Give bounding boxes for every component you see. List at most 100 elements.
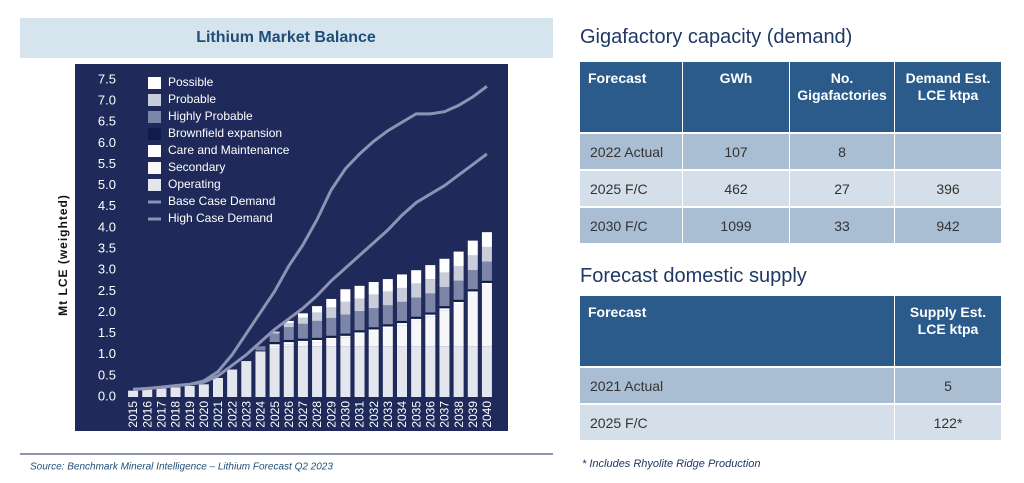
bar-segment [255, 352, 266, 397]
table-cell: 2030 F/C [580, 208, 683, 245]
bar-segment [453, 265, 464, 281]
header-cell: Demand Est. LCE ktpa [895, 62, 1002, 134]
x-tick-label: 2033 [381, 401, 395, 428]
legend-label: Secondary [168, 160, 225, 174]
x-tick-label: 2040 [480, 401, 494, 428]
bar-segment [156, 388, 167, 397]
bar-segment [481, 284, 492, 347]
bar-segment [397, 287, 407, 302]
bar-segment [425, 312, 436, 315]
bar-segment [198, 384, 209, 397]
y-tick-label: 4.5 [98, 198, 116, 213]
table-cell: 1099 [683, 208, 790, 245]
bar-segment [340, 333, 351, 336]
bar-segment [326, 337, 337, 340]
legend-label: Brownfield expansion [168, 126, 282, 140]
bar-segment [326, 317, 337, 336]
table-row: 2021 Actual 5 [580, 368, 1002, 405]
y-tick-label: 1.0 [98, 346, 116, 361]
bar-segment [312, 342, 323, 347]
bar-segment [425, 314, 436, 317]
bar-segment [425, 265, 436, 280]
bar-segment [255, 350, 266, 352]
legend-swatch [148, 128, 161, 140]
header-cell: GWh [683, 62, 790, 134]
bar-segment [340, 314, 351, 334]
table: Forecast GWh No. Gigafactories Demand Est. … [580, 62, 1002, 245]
y-tick-label: 6.5 [98, 114, 116, 129]
legend-label: Care and Maintenance [168, 143, 290, 157]
bar-segment [269, 342, 280, 345]
bar-segment [425, 279, 436, 294]
bar-segment [382, 305, 393, 325]
legend-swatch [148, 111, 161, 123]
bar-segment [326, 346, 337, 397]
bar-segment [425, 293, 436, 313]
bar-segment [467, 289, 478, 292]
y-tick-label: 2.5 [98, 283, 116, 298]
y-tick-label: 7.0 [98, 93, 116, 108]
bar-segment [128, 390, 139, 397]
bar-segment [467, 293, 478, 347]
bar-segment [283, 342, 294, 345]
bar-segment [326, 339, 337, 347]
x-tick-label: 2034 [395, 401, 409, 428]
bar-segment [340, 335, 351, 338]
bar-segment [326, 298, 337, 308]
bar-segment [241, 361, 252, 397]
bar-segment [397, 320, 407, 324]
table-cell: 2025 F/C [580, 405, 895, 442]
x-tick-label: 2020 [197, 401, 211, 428]
bar-segment [368, 282, 379, 295]
legend-swatch [148, 145, 161, 157]
bar-segment [411, 283, 422, 298]
bar-segment [481, 280, 492, 283]
bar-segment [297, 338, 308, 341]
header-cell: Forecast [580, 62, 683, 134]
bar-segment [354, 334, 365, 347]
table-cell: 2025 F/C [580, 171, 683, 208]
bar-segment [439, 308, 450, 311]
bar-segment [283, 323, 294, 328]
legend-swatch [148, 179, 161, 191]
y-tick-label: 3.5 [98, 241, 116, 256]
bar-segment [283, 344, 294, 347]
table-cell: 27 [790, 171, 895, 208]
bar-segment [184, 386, 195, 397]
table-title: Gigafactory capacity (demand) [580, 26, 853, 48]
header-row: Forecast Supply Est. LCE ktpa [580, 296, 1002, 368]
bar-segment [397, 346, 407, 397]
x-tick-label: 2016 [140, 401, 154, 428]
x-tick-label: 2022 [225, 401, 239, 428]
legend-label: Probable [168, 92, 216, 106]
x-tick-label: 2039 [466, 401, 480, 428]
bar-segment [255, 346, 266, 351]
bar-segment [269, 344, 280, 347]
bar-segment [312, 312, 323, 321]
bar-segment [453, 346, 464, 397]
legend-label: Possible [168, 75, 214, 89]
x-tick-label: 2026 [282, 401, 296, 428]
bar-segment [368, 331, 379, 347]
x-tick-label: 2019 [183, 401, 197, 428]
bar-segment [382, 291, 393, 306]
y-tick-label: 1.5 [98, 325, 116, 340]
bar-segment [411, 346, 422, 397]
legend-swatch [148, 94, 161, 106]
bar-segment [439, 272, 450, 288]
legend-label: Highly Probable [168, 109, 253, 123]
bar-segment [481, 232, 492, 247]
legend-swatch [148, 162, 161, 174]
bar-segment [297, 317, 308, 324]
bar-segment [467, 346, 478, 397]
bar-segment [170, 387, 181, 397]
bar-segment [297, 340, 308, 343]
table-cell: 107 [683, 134, 790, 171]
x-tick-label: 2037 [438, 401, 452, 428]
bar-segment [368, 327, 379, 330]
x-tick-label: 2015 [126, 401, 140, 428]
bar-segment [354, 330, 365, 333]
bar-segment [354, 311, 365, 331]
bar-segment [368, 294, 379, 309]
bar-segment [382, 326, 393, 329]
